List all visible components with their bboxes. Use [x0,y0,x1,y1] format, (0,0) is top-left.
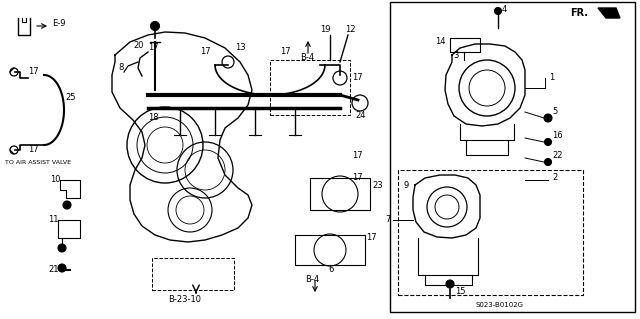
Text: 7: 7 [385,216,390,225]
Text: S023-B0102G: S023-B0102G [476,302,524,308]
Text: 16: 16 [552,131,563,140]
Text: TO AIR ASSIST VALVE: TO AIR ASSIST VALVE [5,160,71,165]
Text: FR.: FR. [570,8,588,18]
Text: 24: 24 [355,110,365,120]
Text: 22: 22 [552,152,563,160]
Text: 17: 17 [280,48,291,56]
Text: 17: 17 [352,73,363,83]
Bar [152,258,234,290]
Text: 20: 20 [133,41,143,50]
Text: 19: 19 [320,26,330,34]
Text: 8: 8 [118,63,124,72]
Text: 17: 17 [352,151,363,160]
Circle shape [545,138,552,145]
Text: 4: 4 [502,5,508,14]
Text: 6: 6 [328,265,333,275]
Text: 2: 2 [552,174,557,182]
Text: B-4: B-4 [305,276,319,285]
Circle shape [446,280,454,288]
Text: 9: 9 [403,181,408,189]
Circle shape [58,244,66,252]
Text: 17: 17 [200,48,211,56]
Text: 15: 15 [455,287,465,296]
Circle shape [150,21,159,31]
Bar [398,170,583,295]
Bar [270,60,350,115]
Text: 14: 14 [435,38,445,47]
Circle shape [58,264,66,272]
Circle shape [63,201,71,209]
Polygon shape [598,8,620,18]
Text: 25: 25 [65,93,76,102]
Text: B-4: B-4 [300,54,314,63]
Circle shape [544,114,552,122]
Text: B-23-10: B-23-10 [168,295,201,305]
Text: 5: 5 [552,108,557,116]
Text: 17: 17 [366,234,376,242]
Text: 1: 1 [549,73,554,83]
Text: 17: 17 [352,174,363,182]
Text: 17: 17 [28,68,38,77]
Circle shape [495,8,502,14]
Text: 10: 10 [50,175,61,184]
Text: 23: 23 [372,181,383,189]
Text: 17: 17 [28,145,38,154]
Text: 18: 18 [148,114,159,122]
Text: 11: 11 [48,216,58,225]
Bar [390,2,635,312]
Text: E-9: E-9 [52,19,65,28]
Circle shape [545,159,552,166]
Text: 12: 12 [345,26,355,34]
Text: 13: 13 [235,43,246,53]
Text: 17: 17 [148,43,159,53]
Text: 3: 3 [453,51,458,61]
Text: 21: 21 [48,265,58,275]
